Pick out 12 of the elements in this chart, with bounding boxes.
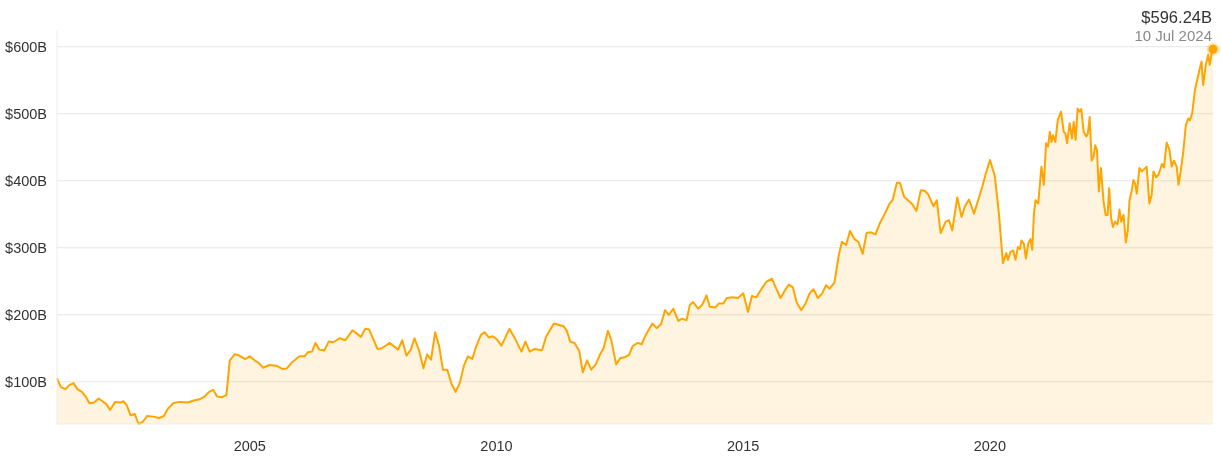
y-tick-label: $100B <box>5 373 47 390</box>
y-tick-label: $500B <box>5 105 47 122</box>
y-tick-label: $200B <box>5 306 47 323</box>
x-tick-label: 2005 <box>233 438 266 455</box>
annotation: 10 Jul 2024 <box>1134 27 1212 45</box>
y-tick-label: $600B <box>5 38 47 55</box>
y-tick-label: $300B <box>5 239 47 256</box>
x-tick-label: 2020 <box>973 438 1006 455</box>
x-tick-label: 2010 <box>480 438 513 455</box>
annotation: $596.24B <box>1141 8 1212 27</box>
x-tick-label: 2015 <box>727 438 760 455</box>
y-tick-label: $400B <box>5 172 47 189</box>
